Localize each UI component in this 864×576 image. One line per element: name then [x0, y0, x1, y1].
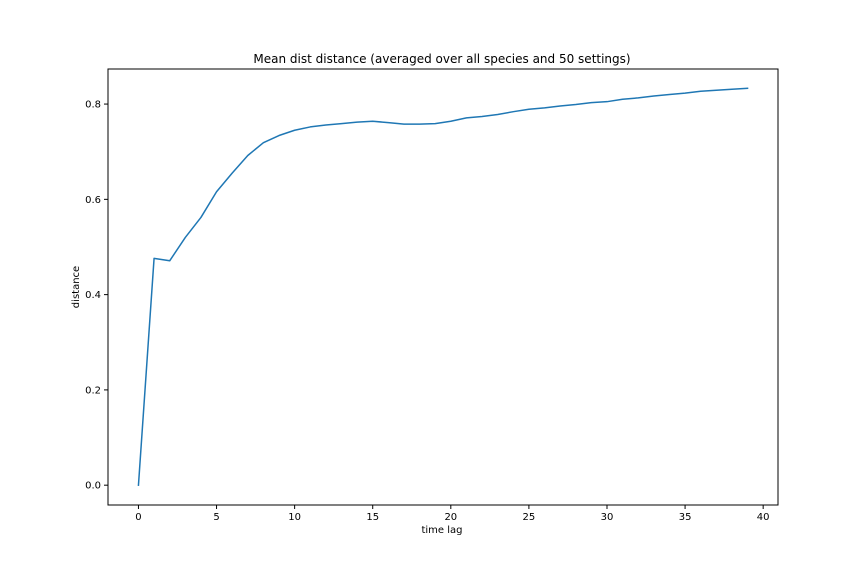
y-tick-label: 0.0 [85, 481, 101, 492]
x-tick-label: 5 [213, 512, 219, 523]
y-axis-ticks: 0.0 0.2 0.4 0.6 0.8 [85, 100, 108, 492]
x-tick-label: 15 [366, 512, 379, 523]
series-layer [137, 87, 749, 486]
x-tick-label: 0 [135, 512, 141, 523]
x-axis-ticks: 0 5 10 15 20 25 30 35 40 [135, 505, 770, 523]
y-tick-label: 0.6 [85, 195, 101, 206]
x-axis-label: time lag [421, 525, 462, 536]
y-tick-label: 0.8 [85, 100, 101, 111]
x-tick-label: 10 [288, 512, 301, 523]
y-tick-label: 0.2 [85, 385, 101, 396]
x-tick-label: 30 [601, 512, 614, 523]
y-axis-label: distance [71, 266, 82, 308]
x-tick-label: 35 [679, 512, 692, 523]
chart-title: Mean dist distance (averaged over all sp… [253, 52, 630, 66]
x-tick-label: 20 [444, 512, 457, 523]
y-tick-label: 0.4 [85, 290, 101, 301]
series-line [137, 87, 749, 486]
x-tick-label: 25 [523, 512, 536, 523]
plot-frame [107, 68, 779, 506]
x-tick-label: 40 [757, 512, 770, 523]
